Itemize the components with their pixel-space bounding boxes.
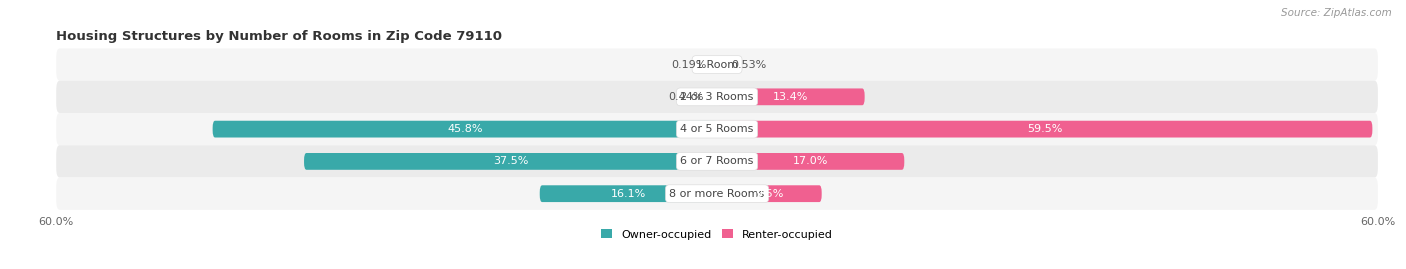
Text: 37.5%: 37.5%: [494, 156, 529, 167]
FancyBboxPatch shape: [56, 48, 1378, 81]
FancyBboxPatch shape: [717, 56, 723, 73]
Text: 4 or 5 Rooms: 4 or 5 Rooms: [681, 124, 754, 134]
FancyBboxPatch shape: [304, 153, 717, 170]
Text: 59.5%: 59.5%: [1026, 124, 1063, 134]
Text: 16.1%: 16.1%: [610, 189, 645, 199]
Text: 45.8%: 45.8%: [447, 124, 482, 134]
Text: 8 or more Rooms: 8 or more Rooms: [669, 189, 765, 199]
FancyBboxPatch shape: [56, 81, 1378, 113]
FancyBboxPatch shape: [56, 113, 1378, 145]
Text: 6 or 7 Rooms: 6 or 7 Rooms: [681, 156, 754, 167]
FancyBboxPatch shape: [717, 185, 821, 202]
FancyBboxPatch shape: [717, 89, 865, 105]
Text: 2 or 3 Rooms: 2 or 3 Rooms: [681, 92, 754, 102]
Legend: Owner-occupied, Renter-occupied: Owner-occupied, Renter-occupied: [600, 229, 834, 240]
FancyBboxPatch shape: [717, 153, 904, 170]
Text: 0.53%: 0.53%: [731, 59, 766, 70]
Text: 1 Room: 1 Room: [696, 59, 738, 70]
Text: Source: ZipAtlas.com: Source: ZipAtlas.com: [1281, 8, 1392, 18]
FancyBboxPatch shape: [713, 89, 717, 105]
FancyBboxPatch shape: [540, 185, 717, 202]
FancyBboxPatch shape: [714, 56, 717, 73]
Text: 0.19%: 0.19%: [671, 59, 706, 70]
Text: Housing Structures by Number of Rooms in Zip Code 79110: Housing Structures by Number of Rooms in…: [56, 30, 502, 43]
FancyBboxPatch shape: [56, 145, 1378, 178]
Text: 17.0%: 17.0%: [793, 156, 828, 167]
FancyBboxPatch shape: [717, 121, 1372, 137]
Text: 0.44%: 0.44%: [668, 92, 703, 102]
FancyBboxPatch shape: [212, 121, 717, 137]
Text: 13.4%: 13.4%: [773, 92, 808, 102]
FancyBboxPatch shape: [56, 178, 1378, 210]
Text: 9.5%: 9.5%: [755, 189, 783, 199]
